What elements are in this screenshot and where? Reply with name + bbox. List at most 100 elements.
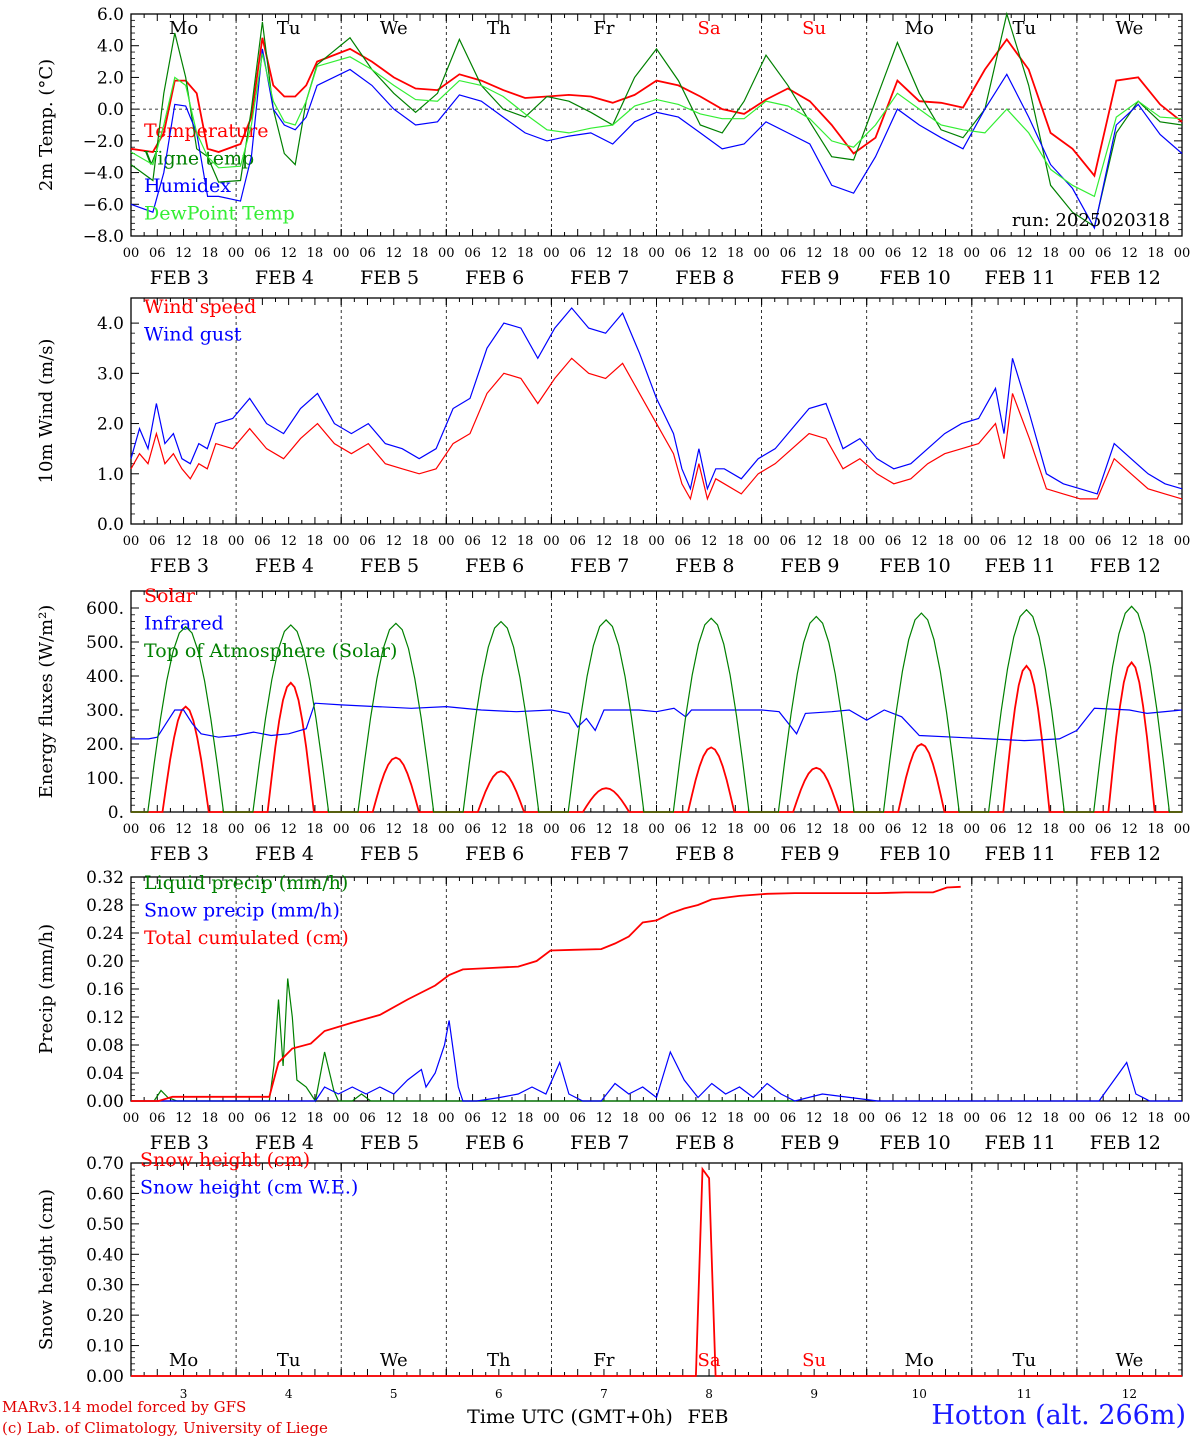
hour-label: 12 (701, 246, 718, 261)
legend-entry: Snow height (cm W.E.) (140, 1177, 358, 1199)
legend-entry: Infrared (144, 613, 224, 635)
hour-label: 00 (1174, 822, 1191, 837)
hour-label: 18 (727, 822, 744, 837)
hour-label: 00 (1069, 1111, 1086, 1126)
hour-label: 12 (596, 1111, 613, 1126)
series-line (131, 885, 961, 1102)
hour-label: 06 (1095, 246, 1112, 261)
date-label: FEB 5 (360, 267, 419, 289)
hour-label: 00 (964, 1111, 981, 1126)
date-label: FEB 3 (150, 555, 209, 577)
series-line (131, 978, 795, 1103)
hour-label: 12 (280, 534, 297, 549)
y-tick-label: 0.12 (86, 1008, 124, 1028)
hour-label: 06 (1095, 822, 1112, 837)
y-tick-label: −6.0 (83, 195, 124, 215)
date-label: FEB 4 (255, 555, 314, 577)
date-label: FEB 8 (675, 267, 734, 289)
day-number-label: 7 (600, 1387, 608, 1401)
y-tick-label: 4.0 (97, 37, 124, 57)
date-label: FEB 10 (879, 843, 950, 865)
time-axis-label: Time UTC (GMT+0h) (467, 1406, 673, 1428)
legend-entry: Wind gust (144, 324, 242, 346)
hour-label: 00 (1174, 1111, 1191, 1126)
date-label: FEB 4 (255, 1132, 314, 1154)
date-label: FEB 12 (1090, 1132, 1161, 1154)
hour-label: 00 (333, 1111, 350, 1126)
y-tick-label: 0.20 (86, 1306, 124, 1326)
date-label: FEB 5 (360, 843, 419, 865)
series-line (130, 48, 1183, 230)
y-tick-label: 0.60 (86, 1184, 124, 1204)
hour-label: 00 (333, 246, 350, 261)
hour-label: 06 (254, 822, 271, 837)
date-label: FEB 6 (465, 1132, 524, 1154)
y-tick-label: −2.0 (83, 132, 124, 152)
hour-label: 18 (622, 822, 639, 837)
hour-label: 18 (937, 246, 954, 261)
hour-label: 18 (1147, 534, 1164, 549)
y-tick-label: 0.40 (86, 1245, 124, 1265)
hour-label: 12 (596, 534, 613, 549)
hour-label: 00 (1174, 534, 1191, 549)
hour-label: 12 (701, 822, 718, 837)
date-label: FEB 3 (150, 1132, 209, 1154)
y-tick-label: 0.70 (86, 1154, 124, 1174)
hour-label: 18 (832, 822, 849, 837)
hour-label: 06 (675, 246, 692, 261)
hour-label: 06 (149, 822, 166, 837)
hour-label: 12 (491, 534, 508, 549)
y-tick-label: 0.10 (86, 1337, 124, 1357)
hour-label: 06 (780, 1111, 797, 1126)
legend-entry: DewPoint Temp (144, 203, 295, 225)
date-label: FEB 8 (675, 1132, 734, 1154)
hour-label: 00 (964, 534, 981, 549)
legend-entry: Temperature (144, 120, 268, 142)
hour-label: 06 (885, 822, 902, 837)
weekday-label: Su (802, 1350, 826, 1371)
hour-label: 00 (543, 1111, 560, 1126)
hour-label: 06 (464, 822, 481, 837)
hour-label: 18 (1042, 246, 1059, 261)
hour-label: 12 (1121, 822, 1138, 837)
hour-label: 00 (438, 534, 455, 549)
hour-label: 18 (307, 822, 324, 837)
hour-label: 06 (464, 1111, 481, 1126)
y-tick-label: 200. (86, 735, 124, 755)
weekday-label: Mo (905, 1350, 934, 1371)
hour-label: 06 (149, 246, 166, 261)
y-axis-label: Energy fluxes (W/m²) (36, 605, 57, 799)
weekday-label: Tu (277, 18, 301, 39)
hour-label: 12 (1121, 246, 1138, 261)
model-credit: MARv3.14 model forced by GFS (2, 1398, 247, 1416)
lab-credit: (c) Lab. of Climatology, University of L… (2, 1419, 328, 1437)
hour-label: 06 (990, 1111, 1007, 1126)
day-number-label: 4 (285, 1387, 293, 1401)
hour-label: 00 (648, 1111, 665, 1126)
weekday-label: We (1116, 1350, 1144, 1371)
hour-label: 00 (228, 1111, 245, 1126)
y-tick-label: 0.0 (97, 100, 124, 120)
y-tick-label: 0.04 (86, 1064, 124, 1084)
y-tick-label: 6.0 (97, 5, 124, 25)
hour-label: 06 (254, 534, 271, 549)
legend-entry: Wind speed (144, 296, 256, 318)
series-line (131, 1166, 1182, 1377)
y-tick-label: 0.16 (86, 980, 124, 1000)
hour-label: 06 (990, 246, 1007, 261)
hour-label: 18 (202, 1111, 219, 1126)
day-number-label: 9 (810, 1387, 818, 1401)
date-label: FEB 4 (255, 843, 314, 865)
hour-label: 00 (1069, 534, 1086, 549)
hour-label: 12 (491, 1111, 508, 1126)
hour-label: 06 (780, 246, 797, 261)
y-tick-label: −4.0 (83, 164, 124, 184)
hour-label: 00 (228, 246, 245, 261)
hour-label: 18 (832, 534, 849, 549)
hour-label: 18 (1147, 246, 1164, 261)
hour-label: 06 (675, 534, 692, 549)
hour-label: 06 (569, 1111, 586, 1126)
date-label: FEB 9 (780, 1132, 839, 1154)
date-label: FEB 3 (150, 843, 209, 865)
date-label: FEB 9 (780, 843, 839, 865)
